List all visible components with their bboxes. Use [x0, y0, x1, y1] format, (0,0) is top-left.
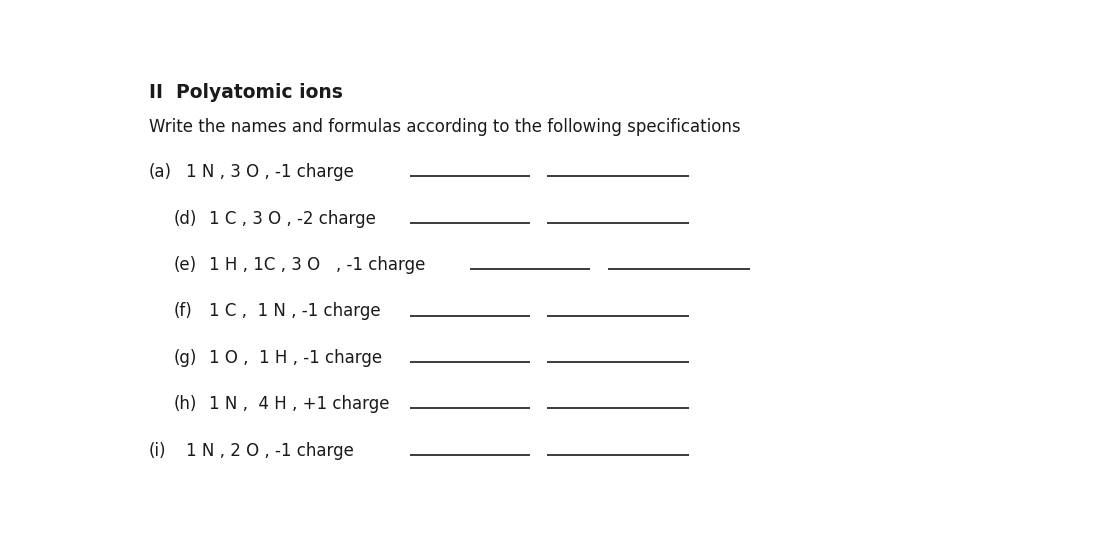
Text: 1 N , 3 O , -1 charge: 1 N , 3 O , -1 charge [186, 163, 354, 181]
Text: (a): (a) [149, 163, 172, 181]
Text: (e): (e) [173, 256, 196, 274]
Text: 1 C ,  1 N , -1 charge: 1 C , 1 N , -1 charge [210, 302, 381, 320]
Text: (d): (d) [173, 209, 196, 228]
Text: Write the names and formulas according to the following specifications: Write the names and formulas according t… [149, 118, 740, 137]
Text: 1 O ,  1 H , -1 charge: 1 O , 1 H , -1 charge [210, 349, 383, 367]
Text: II  Polyatomic ions: II Polyatomic ions [149, 83, 343, 102]
Text: (f): (f) [173, 302, 192, 320]
Text: 1 N ,  4 H , +1 charge: 1 N , 4 H , +1 charge [210, 395, 390, 413]
Text: (g): (g) [173, 349, 196, 367]
Text: 1 C , 3 O , -2 charge: 1 C , 3 O , -2 charge [210, 209, 376, 228]
Text: 1 H , 1C , 3 O   , -1 charge: 1 H , 1C , 3 O , -1 charge [210, 256, 425, 274]
Text: (h): (h) [173, 395, 196, 413]
Text: (i): (i) [149, 442, 166, 459]
Text: 1 N , 2 O , -1 charge: 1 N , 2 O , -1 charge [186, 442, 354, 459]
